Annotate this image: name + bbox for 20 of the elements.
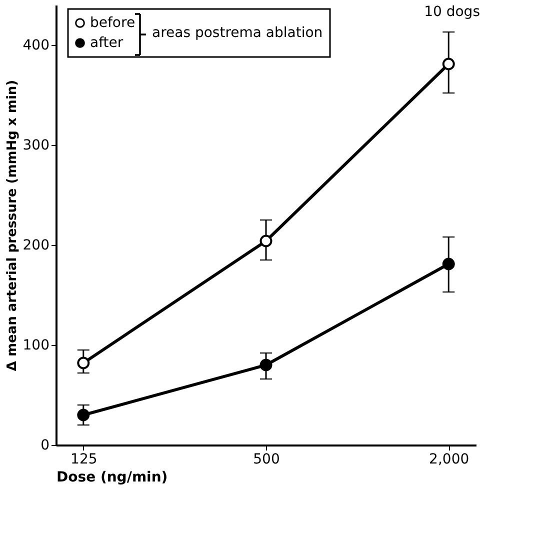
point <box>77 356 90 370</box>
legend-label: before <box>90 15 136 31</box>
legend-label: after <box>90 35 124 51</box>
point <box>442 58 455 70</box>
y-tick-label: 400 <box>22 38 50 54</box>
y-tick-label: 0 <box>40 438 50 454</box>
point <box>260 234 272 248</box>
y-tick-label: 200 <box>22 238 50 254</box>
y-tick-label: 100 <box>22 338 50 354</box>
y-tick-label: 300 <box>22 138 50 154</box>
point <box>442 258 455 270</box>
annotation: 10 dogs <box>424 4 480 20</box>
x-tick-label: 2,000 <box>429 452 470 468</box>
legend-title: areas postrema ablation <box>152 25 323 41</box>
x-tick-label: 500 <box>253 452 280 468</box>
y-axis-title: Δ mean arterial pressure (mmHg x min) <box>4 80 20 372</box>
x-tick-label: 125 <box>70 452 98 468</box>
x-axis-title: Dose (ng/min) <box>56 470 168 486</box>
point <box>77 408 90 422</box>
point <box>260 358 272 372</box>
